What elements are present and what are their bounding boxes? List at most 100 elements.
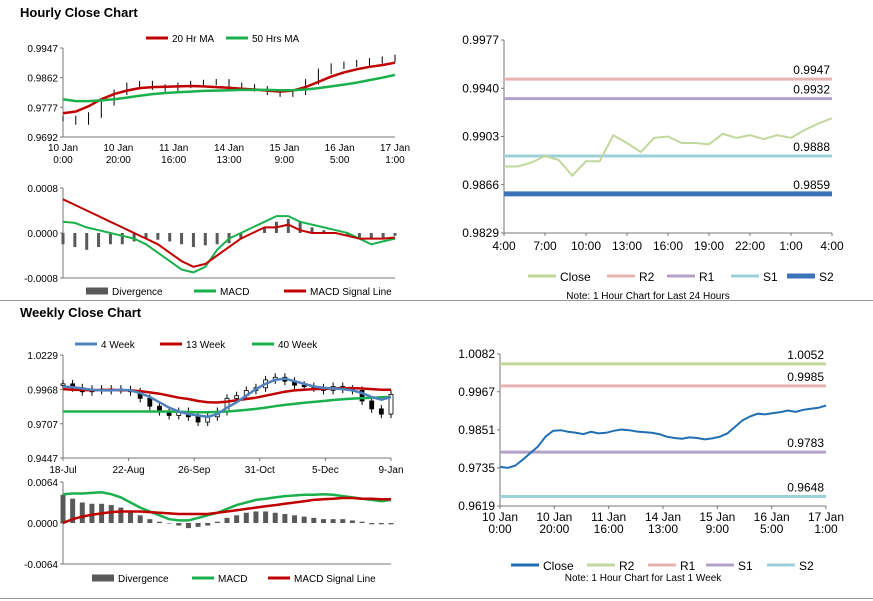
bottom-divider: [0, 598, 873, 599]
hourly-price-xtick-label: 15 Jan: [269, 143, 299, 154]
hourly-macd-ytick-label: 0.0008: [27, 184, 58, 195]
weekly-price-xtick-label: 26-Sep: [178, 465, 211, 476]
weekly-signal-line: [62, 496, 391, 525]
hourly-levels-xtick-label: 13:00: [612, 239, 642, 253]
weekly-macd-line: [62, 491, 392, 522]
hourly-levels-xtick-label: 16:00: [653, 239, 683, 253]
hourly-price-xtick-label: 16:00: [161, 155, 186, 166]
weekly-divergence-bar: [378, 523, 384, 525]
hourly-price-xtick-label: 10 Jan: [103, 143, 133, 154]
hourly-divergence-bar: [191, 233, 195, 248]
weekly-legend-13wk-swatch: [160, 342, 182, 346]
weekly-levels-xtick-label: 16 Jan: [754, 510, 790, 524]
weekly-divergence-bar: [330, 519, 336, 523]
weekly-divergence-bar: [320, 519, 326, 523]
weekly-divergence-bar: [176, 523, 182, 526]
section-divider: [0, 300, 873, 301]
weekly-macd-ytick-label: 0.0064: [27, 478, 58, 489]
hourly-levels-legend-swatch: [528, 274, 556, 278]
hourly-divergence-bar: [180, 233, 184, 245]
weekly-price-xtick-label: 22-Aug: [112, 465, 144, 476]
weekly-divergence-bar: [185, 523, 191, 529]
hourly-price-xtick-label: 0:00: [53, 155, 73, 166]
weekly-candle-body: [388, 393, 394, 415]
hourly-levels-legend-label: R2: [639, 270, 655, 284]
weekly-levels-legend-swatch: [767, 563, 795, 567]
weekly-price-xtick-label: 18-Jul: [49, 465, 76, 476]
hourly-divergence-bar: [108, 233, 112, 245]
weekly-price-xtick-label: 5-Dec: [312, 465, 339, 476]
hourly-price-xtick-label: 11 Jan: [159, 143, 188, 154]
weekly-levels-xtick-label: 5:00: [760, 522, 784, 536]
weekly-divergence-bar: [156, 521, 162, 523]
hourly-divergence-bar: [286, 218, 290, 233]
hourly-divergence-bar: [357, 233, 361, 238]
weekly-divergence-bar: [60, 494, 66, 523]
hourly-levels-xtick-label: 1:00: [779, 239, 803, 253]
weekly-levels-legend-label: R1: [680, 559, 696, 573]
hourly-divergence-bar: [381, 233, 385, 238]
weekly-divergence-bar: [349, 520, 355, 523]
weekly-legend-divergence-swatch: [92, 574, 114, 582]
hourly-price-xtick-label: 16 Jan: [325, 143, 355, 154]
weekly-levels-close-line: [499, 404, 827, 469]
hourly-section-title: Hourly Close Chart: [20, 5, 138, 20]
hourly-levels-legend-swatch: [667, 274, 695, 278]
weekly-levels-ytick-label: 1.0082: [458, 347, 495, 361]
hourly-divergence-bar: [156, 233, 160, 240]
weekly-divergence-bar: [272, 512, 278, 523]
hourly-price-ytick-label: 0.9692: [27, 133, 58, 144]
hourly-divergence-bar: [393, 233, 397, 236]
hourly-divergence-bar: [168, 233, 172, 242]
weekly-divergence-bar: [137, 515, 143, 523]
weekly-levels-xtick-label: 0:00: [488, 522, 512, 536]
weekly-divergence-bar: [108, 505, 114, 523]
hourly-price-xtick-label: 1:00: [385, 155, 405, 166]
hourly-legend-divergence-label: Divergence: [112, 287, 163, 298]
weekly-divergence-bar: [369, 523, 375, 525]
weekly-price-ytick-label: 0.9968: [27, 385, 58, 396]
weekly-legend-divergence-label: Divergence: [118, 574, 169, 585]
weekly-macd-ytick-label: 0.0000: [27, 519, 58, 530]
hourly-macd-ytick-label: -0.0008: [24, 274, 58, 285]
weekly-divergence-bar: [263, 511, 269, 523]
weekly-price-ytick-label: 0.9707: [27, 420, 58, 431]
weekly-levels-r1-level-label: 0.9985: [787, 370, 824, 384]
weekly-legend-signal-swatch: [268, 576, 290, 580]
hourly-levels-ytick-label: 0.9829: [462, 226, 499, 240]
hourly-legend-20hr-swatch: [146, 36, 168, 40]
weekly-legend-4wk-label: 4 Week: [101, 340, 136, 351]
hourly-legend-macd-label: MACD: [220, 287, 249, 298]
hourly-levels-ytick-label: 0.9903: [462, 130, 499, 144]
hourly-levels-s2-level-label: 0.9859: [793, 178, 830, 192]
weekly-divergence-bar: [214, 521, 220, 523]
weekly-legend-signal-label: MACD Signal Line: [294, 574, 376, 585]
weekly-macd-ytick-label: -0.0064: [24, 560, 58, 571]
weekly-divergence-bar: [195, 523, 201, 527]
weekly-levels-legend-swatch: [706, 563, 734, 567]
weekly-levels-xtick-label: 1:00: [814, 522, 838, 536]
hourly-price-xtick-label: 17 Jan: [380, 143, 410, 154]
weekly-section-title: Weekly Close Chart: [20, 305, 142, 320]
weekly-divergence-bar: [205, 523, 211, 526]
weekly-levels-xtick-label: 11 Jan: [591, 510, 626, 524]
weekly-divergence-bar: [118, 507, 124, 523]
weekly-divergence-bar: [311, 517, 317, 523]
weekly-levels-xtick-label: 15 Jan: [699, 510, 735, 524]
weekly-candle-body: [359, 390, 365, 402]
hourly-price-xtick-label: 13:00: [216, 155, 241, 166]
weekly-candle-body: [234, 395, 240, 399]
weekly-levels-xtick-label: 10 Jan: [482, 510, 518, 524]
hourly-levels-xtick-label: 4:00: [492, 239, 516, 253]
weekly-divergence-bar: [224, 517, 230, 523]
hourly-levels-legend-label: Close: [560, 270, 591, 284]
weekly-divergence-bar: [253, 511, 259, 523]
weekly-levels-xtick-label: 16:00: [594, 522, 624, 536]
hourly-levels-xtick-label: 10:00: [571, 239, 601, 253]
hourly-divergence-bar: [346, 233, 350, 236]
hourly-20hr-ma-line: [62, 61, 396, 115]
hourly-levels-legend-swatch: [607, 274, 635, 278]
hourly-divergence-bar: [239, 233, 243, 239]
hourly-levels-r1-level-label: 0.9932: [793, 83, 830, 97]
